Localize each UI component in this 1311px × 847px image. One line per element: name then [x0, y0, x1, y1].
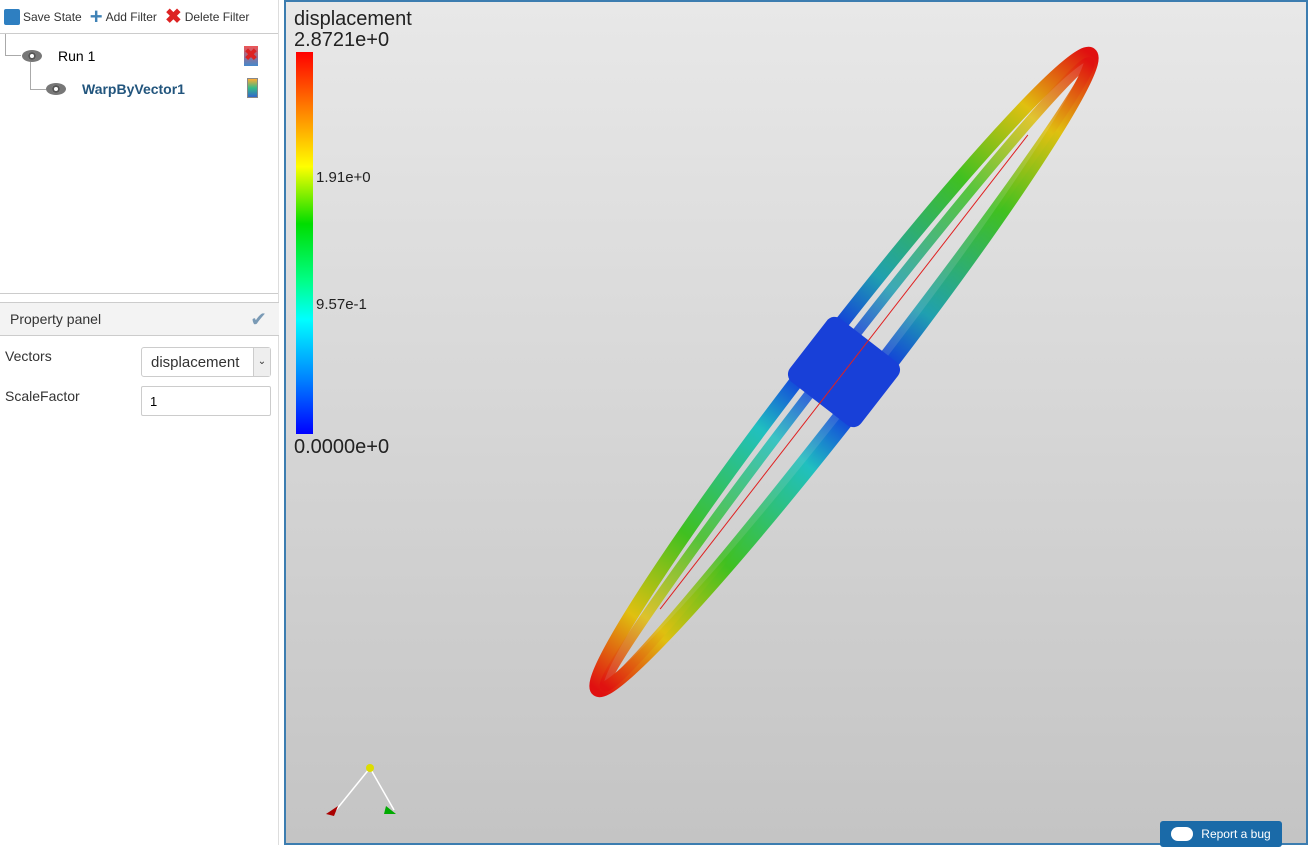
camera-icon: [1171, 827, 1194, 841]
save-icon: [4, 8, 20, 25]
scale-factor-label: ScaleFactor: [5, 388, 80, 404]
warped-mesh: [326, 46, 1099, 816]
add-filter-button[interactable]: + Add Filter: [89, 3, 157, 29]
property-panel: Property panel ✔ Vectors displacement ⌄ Sc…: [0, 302, 279, 416]
plus-icon: +: [89, 3, 103, 29]
tree-item-run-1[interactable]: Run 1: [22, 48, 95, 64]
scale-factor-input[interactable]: [141, 386, 271, 416]
pipeline-tree: Run 1 ✖ WarpByVector1: [0, 34, 278, 294]
property-panel-title: Property panel: [10, 311, 102, 327]
scalar-bar-tick-1: 1.91e+0: [316, 169, 371, 186]
eye-icon[interactable]: [46, 83, 66, 95]
scalar-bar-title: displacement: [294, 8, 412, 30]
scalar-bar-min: 0.0000e+0: [294, 436, 390, 458]
render-viewport[interactable]: displacement 2.8721e+0 1.91e+0 9.57e-1 0…: [284, 0, 1308, 847]
report-bug-button[interactable]: Report a bug: [1160, 821, 1282, 847]
scalar-bar: [296, 52, 313, 434]
vectors-select[interactable]: displacement ⌄: [141, 347, 271, 377]
x-icon: ✖: [164, 5, 182, 28]
tree-item-warpbyvector1[interactable]: WarpByVector1: [46, 81, 185, 97]
apply-check-icon[interactable]: ✔: [250, 308, 267, 331]
left-panel: Save State + Add Filter ✖ Delete Filter Ru…: [0, 0, 279, 845]
delete-filter-button[interactable]: ✖ Delete Filter: [164, 5, 250, 28]
chevron-down-icon: ⌄: [253, 348, 270, 376]
scalar-bar-tick-2: 9.57e-1: [316, 296, 367, 313]
toolbar: Save State + Add Filter ✖ Delete Filter: [0, 0, 278, 34]
vectors-label: Vectors: [5, 348, 52, 364]
orientation-axes: [326, 764, 396, 816]
eye-icon[interactable]: [22, 50, 42, 62]
save-state-button[interactable]: Save State: [4, 8, 82, 25]
colormap-icon[interactable]: [247, 78, 258, 98]
colormap-off-icon[interactable]: ✖: [244, 46, 258, 66]
scalar-bar-max: 2.8721e+0: [294, 29, 390, 51]
